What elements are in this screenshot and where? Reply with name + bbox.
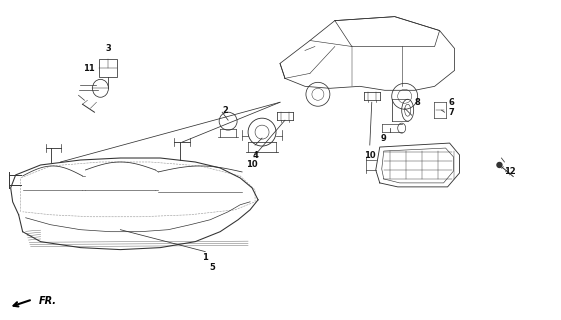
Text: 10: 10 [364, 150, 376, 160]
Text: 4: 4 [252, 150, 258, 160]
Text: 2: 2 [222, 106, 228, 115]
Text: 3: 3 [105, 44, 111, 53]
Text: 12: 12 [504, 167, 516, 176]
Text: 1: 1 [203, 253, 208, 262]
Text: 11: 11 [82, 64, 94, 73]
Text: 6: 6 [449, 98, 454, 107]
Text: FR.: FR. [39, 296, 57, 306]
Text: 9: 9 [381, 133, 387, 143]
Circle shape [497, 163, 502, 167]
Text: 10: 10 [246, 160, 258, 170]
Text: 5: 5 [209, 263, 215, 272]
Text: 7: 7 [449, 108, 454, 117]
Text: 8: 8 [415, 98, 421, 107]
